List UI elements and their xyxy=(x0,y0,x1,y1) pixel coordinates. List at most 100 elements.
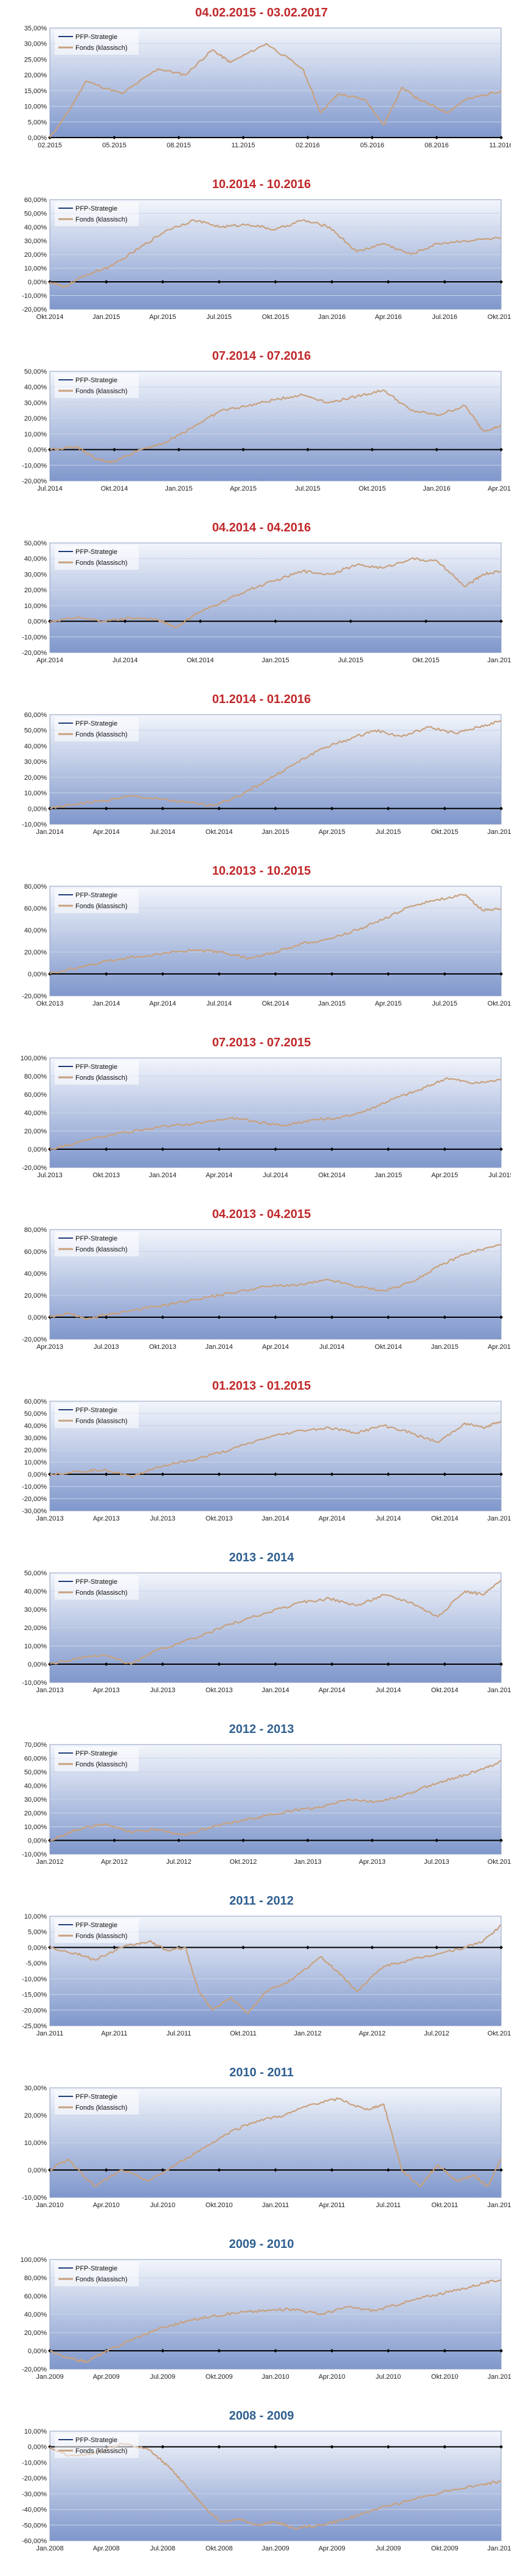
series-line-fonds xyxy=(49,1420,502,1479)
y-tick-label: 30,00% xyxy=(24,1796,47,1804)
axis-marker xyxy=(386,1472,390,1476)
axis-marker xyxy=(217,1147,221,1151)
legend: PFP-Strategie Fonds (klassisch) xyxy=(55,1060,139,1085)
series-line-fonds xyxy=(49,894,502,975)
y-tick-label: 40,00% xyxy=(24,384,47,391)
axis-marker xyxy=(443,807,447,811)
legend-label-fonds: Fonds (klassisch) xyxy=(75,1933,128,1940)
line-chart: -60,00% -50,00% -40,00% -30,00% -20,00% -10,0… xyxy=(22,2428,511,2552)
legend-label-strategy: PFP-Strategie xyxy=(75,2265,117,2272)
x-tick-label: Jan.2013 xyxy=(36,1515,63,1522)
axis-marker xyxy=(274,2168,277,2172)
axis-marker xyxy=(306,136,310,139)
y-tick-label: 20,00% xyxy=(24,949,47,956)
y-tick-label: 20,00% xyxy=(24,1292,47,1300)
y-tick-label: 10,00% xyxy=(24,603,47,610)
chart-panel: 01.2014 - 01.2016 -10,00% 0,00% 10,00% 20,00… xyxy=(0,689,523,852)
x-tick-label: Jul.2014 xyxy=(206,1000,232,1007)
y-tick-label: -10,00% xyxy=(22,2459,47,2466)
legend-label-strategy: PFP-Strategie xyxy=(75,720,117,727)
axis-marker xyxy=(306,1945,310,1950)
x-tick-label: Jul.2012 xyxy=(166,1858,192,1866)
x-tick-label: Jan.2015 xyxy=(431,1343,459,1351)
axis-marker xyxy=(386,972,390,976)
x-tick-label: Jan.2008 xyxy=(36,2545,63,2552)
axis-marker xyxy=(330,1147,334,1151)
x-tick-label: Jul.2013 xyxy=(94,1343,119,1351)
axis-marker xyxy=(499,807,503,811)
series-line-fonds xyxy=(49,720,502,810)
y-tick-label: 0,00% xyxy=(28,135,47,142)
x-tick-label: Apr.2010 xyxy=(319,2373,345,2381)
x-tick-label: Jan.2015 xyxy=(262,828,289,836)
axis-marker xyxy=(274,1662,277,1666)
legend-label-strategy: PFP-Strategie xyxy=(75,548,117,556)
x-tick-label: Jan.2011 xyxy=(262,2202,289,2209)
x-tick-label: Okt.2010 xyxy=(431,2373,459,2381)
chart-title: 04.2014 - 04.2016 xyxy=(212,521,311,534)
y-tick-label: 50,00% xyxy=(24,211,47,218)
axis-marker xyxy=(177,447,181,452)
legend-label-fonds: Fonds (klassisch) xyxy=(75,2276,128,2283)
axis-marker xyxy=(274,1147,277,1151)
y-tick-label: -20,00% xyxy=(22,1336,47,1343)
legend: PFP-Strategie Fonds (klassisch) xyxy=(55,717,139,741)
chart-panel: 01.2013 - 01.2015 -30,00% -20,00% -10,00% 0,… xyxy=(0,1376,523,1539)
x-tick-label: Okt.2013 xyxy=(488,1858,511,1866)
y-tick-label: 50,00% xyxy=(24,727,47,735)
axis-marker xyxy=(386,1315,390,1319)
axis-marker xyxy=(104,280,108,284)
axis-marker xyxy=(113,136,116,139)
axis-marker xyxy=(241,136,245,139)
x-tick-label: Jul.2015 xyxy=(488,1172,511,1179)
chart-panel: 07.2014 - 07.2016 -20,00% -10,00% 0,00% 10,0… xyxy=(0,346,523,509)
x-tick-label: Jan.2014 xyxy=(149,1172,176,1179)
x-tick-label: Okt.2013 xyxy=(149,1343,176,1351)
x-tick-label: Okt.2014 xyxy=(431,1687,459,1694)
axis-marker xyxy=(241,447,245,452)
line-chart: -20,00% -10,00% 0,00% 10,00% 20,00% 30,00% 40,… xyxy=(22,197,511,321)
axis-marker xyxy=(499,447,503,452)
legend-label-fonds: Fonds (klassisch) xyxy=(75,559,128,567)
y-tick-label: 20,00% xyxy=(24,2112,47,2119)
y-tick-label: 30,00% xyxy=(24,1435,47,1442)
legend-label-strategy: PFP-Strategie xyxy=(75,2093,117,2101)
y-tick-label: 50,00% xyxy=(24,1769,47,1776)
axis-marker xyxy=(499,1838,503,1843)
axis-marker xyxy=(435,1838,438,1843)
x-tick-label: Jan.2009 xyxy=(36,2373,63,2381)
axis-marker xyxy=(499,2168,503,2172)
x-tick-label: Apr.2014 xyxy=(93,828,120,836)
y-tick-label: -10,00% xyxy=(22,462,47,469)
x-tick-label: Okt.2013 xyxy=(206,1515,233,1522)
y-tick-label: 10,00% xyxy=(24,103,47,111)
y-tick-label: -20,00% xyxy=(22,2007,47,2014)
x-tick-label: Okt.2008 xyxy=(206,2545,233,2552)
x-tick-label: Jan.2010 xyxy=(36,2202,63,2209)
series-line-fonds xyxy=(49,1925,502,2014)
axis-marker xyxy=(113,1945,116,1950)
x-tick-label: Jan.2016 xyxy=(423,485,450,492)
x-tick-label: Okt.2014 xyxy=(101,485,128,492)
series-line-fonds xyxy=(49,1077,502,1150)
axis-marker xyxy=(386,1662,390,1666)
legend-box xyxy=(55,1404,139,1428)
axis-marker xyxy=(161,1472,165,1476)
axis-marker xyxy=(443,1147,447,1151)
axis-marker xyxy=(499,1147,503,1151)
chart-panel: 04.02.2015 - 03.02.2017 0,00% 5,00% 10,00% 1… xyxy=(0,2,523,166)
line-chart: -10,00% 0,00% 10,00% 20,00% 30,00% 40,00% 50,0… xyxy=(22,1741,511,1866)
x-tick-label: Jul.2014 xyxy=(37,485,63,492)
x-tick-label: 05.2016 xyxy=(360,142,384,149)
axis-marker xyxy=(104,972,108,976)
x-tick-label: Jan.2013 xyxy=(294,1858,321,1866)
axis-marker xyxy=(113,1838,116,1843)
y-tick-label: -20,00% xyxy=(22,1164,47,1172)
series-line-fonds xyxy=(49,1760,502,1841)
y-tick-label: 0,00% xyxy=(28,447,47,454)
axis-marker xyxy=(198,619,203,623)
legend-label-strategy: PFP-Strategie xyxy=(75,1750,117,1757)
chart-panel: 2012 - 2013 -10,00% 0,00% 10,00% 20,00% 30,00… xyxy=(0,1719,523,1882)
y-tick-label: -30,00% xyxy=(22,2491,47,2498)
x-tick-label: Jul.2014 xyxy=(376,1515,401,1522)
